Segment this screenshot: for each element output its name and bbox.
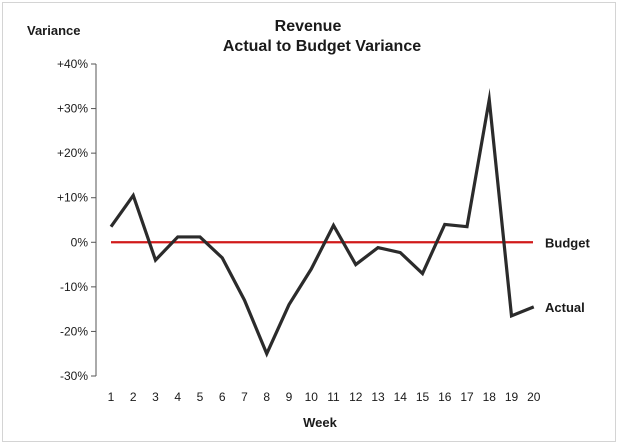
x-tick-label: 20 xyxy=(527,390,541,404)
x-tick-label: 16 xyxy=(438,390,452,404)
x-tick-label: 12 xyxy=(349,390,363,404)
series-label-actual: Actual xyxy=(545,300,585,315)
x-tick-label: 6 xyxy=(219,390,226,404)
x-tick-label: 11 xyxy=(327,390,340,404)
x-tick-label: 5 xyxy=(197,390,204,404)
x-tick-label: 13 xyxy=(371,390,385,404)
x-tick-label: 4 xyxy=(174,390,181,404)
chart-title: Revenue xyxy=(275,18,342,35)
y-tick-label: +20% xyxy=(57,146,88,160)
x-tick-label: 2 xyxy=(130,390,137,404)
y-tick-label: 0% xyxy=(71,235,89,249)
x-tick-label: 19 xyxy=(505,390,519,404)
y-tick-label: -30% xyxy=(60,369,88,383)
x-tick-label: 1 xyxy=(108,390,115,404)
y-tick-label: +30% xyxy=(57,102,88,116)
y-tick-label: -10% xyxy=(60,280,88,294)
axes: +40%+30%+20%+10%0%-10%-20%-30%1 2 3 4 5 6 7 8 9 1… xyxy=(57,57,541,404)
chart-subtitle: Actual to Budget Variance xyxy=(223,38,421,55)
x-tick-label: 7 xyxy=(241,390,248,404)
x-tick-label: 9 xyxy=(286,390,293,404)
y-tick-label: +10% xyxy=(57,191,88,205)
x-tick-label: 14 xyxy=(394,390,408,404)
x-tick-label: 3 xyxy=(152,390,159,404)
x-tick-label: 10 xyxy=(305,390,319,404)
chart-frame xyxy=(2,2,616,442)
series-actual-line xyxy=(109,88,535,358)
x-tick-label: 8 xyxy=(263,390,270,404)
y-tick-label: +40% xyxy=(57,57,88,71)
series-group: Budget Actual xyxy=(109,88,590,358)
x-tick-label: 15 xyxy=(416,390,430,404)
x-tick-label: 17 xyxy=(460,390,474,404)
x-tick-label: 18 xyxy=(483,390,497,404)
x-axis-title: Week xyxy=(303,415,337,430)
series-label-budget: Budget xyxy=(545,235,590,250)
y-tick-label: -20% xyxy=(60,324,88,338)
y-axis-title: Variance xyxy=(27,23,81,38)
